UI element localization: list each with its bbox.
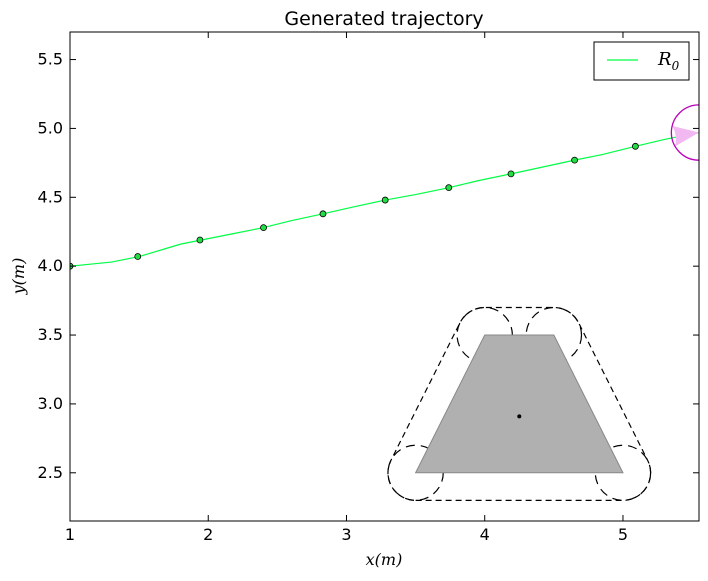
obstacle-corner-circle-1	[594, 444, 652, 501]
legend-box	[593, 41, 690, 81]
legend-label-subscript: 0	[672, 59, 680, 73]
plot-frame	[69, 31, 700, 522]
trajectory-marker-2	[196, 236, 204, 244]
y-tick-label-4: 4.5	[38, 187, 63, 206]
legend: R0	[593, 41, 690, 81]
y-tick-label-2: 3.5	[38, 325, 63, 344]
y-axis-label: y(m)	[9, 258, 28, 296]
obstacle-center-point	[517, 414, 522, 419]
trajectory-marker-5	[381, 196, 389, 204]
plot-area	[70, 104, 699, 501]
robot-field-of-view	[672, 125, 699, 147]
trajectory-marker-7	[507, 170, 515, 178]
y-tick-label-0: 2.5	[38, 463, 63, 482]
y-tick-label-3: 4.0	[38, 256, 63, 275]
x-axis-label: x(m)	[366, 550, 403, 569]
chart-title: Generated trajectory	[284, 8, 483, 30]
x-tick-label-1: 2	[203, 525, 213, 544]
x-tick-label-4: 5	[618, 525, 628, 544]
y-tick-label-1: 3.0	[38, 394, 63, 413]
x-tick-label-0: 1	[65, 525, 75, 544]
x-tick-label-2: 3	[341, 525, 351, 544]
trajectory-marker-6	[445, 184, 453, 192]
trajectory-marker-9	[632, 142, 639, 150]
trajectory-marker-8	[571, 156, 578, 164]
trajectory-line-r0	[70, 131, 699, 267]
obstacle-corner-circle-2	[525, 306, 583, 364]
y-tick-label-5: 5.0	[38, 118, 63, 137]
legend-label-main: R	[657, 49, 672, 70]
trajectory-marker-4	[319, 210, 327, 218]
trajectory-marker-1	[134, 253, 142, 260]
y-tick-label-6: 5.5	[38, 50, 63, 69]
y-axis: 2.5 3.0 3.5 4.0 4.5 5.0 5.5	[38, 50, 699, 482]
x-tick-label-3: 4	[480, 525, 490, 544]
trajectory-marker-3	[260, 224, 267, 232]
x-axis: 1 2 3 4 5	[65, 32, 628, 544]
legend-label-r0: R0	[657, 49, 680, 73]
obstacle-polygon	[414, 334, 624, 474]
